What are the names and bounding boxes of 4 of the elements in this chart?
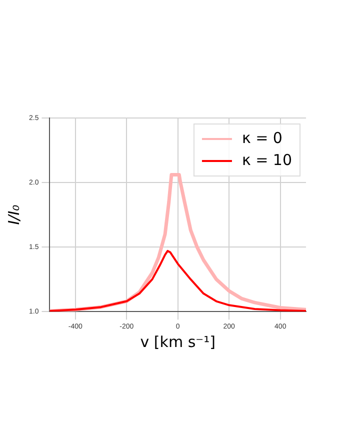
y-axis-title: I/I₀ — [4, 204, 23, 225]
legend-label: κ = 10 — [242, 150, 292, 169]
x-axis-title: v [km s⁻¹] — [140, 332, 216, 351]
legend-label: κ = 0 — [242, 128, 282, 147]
